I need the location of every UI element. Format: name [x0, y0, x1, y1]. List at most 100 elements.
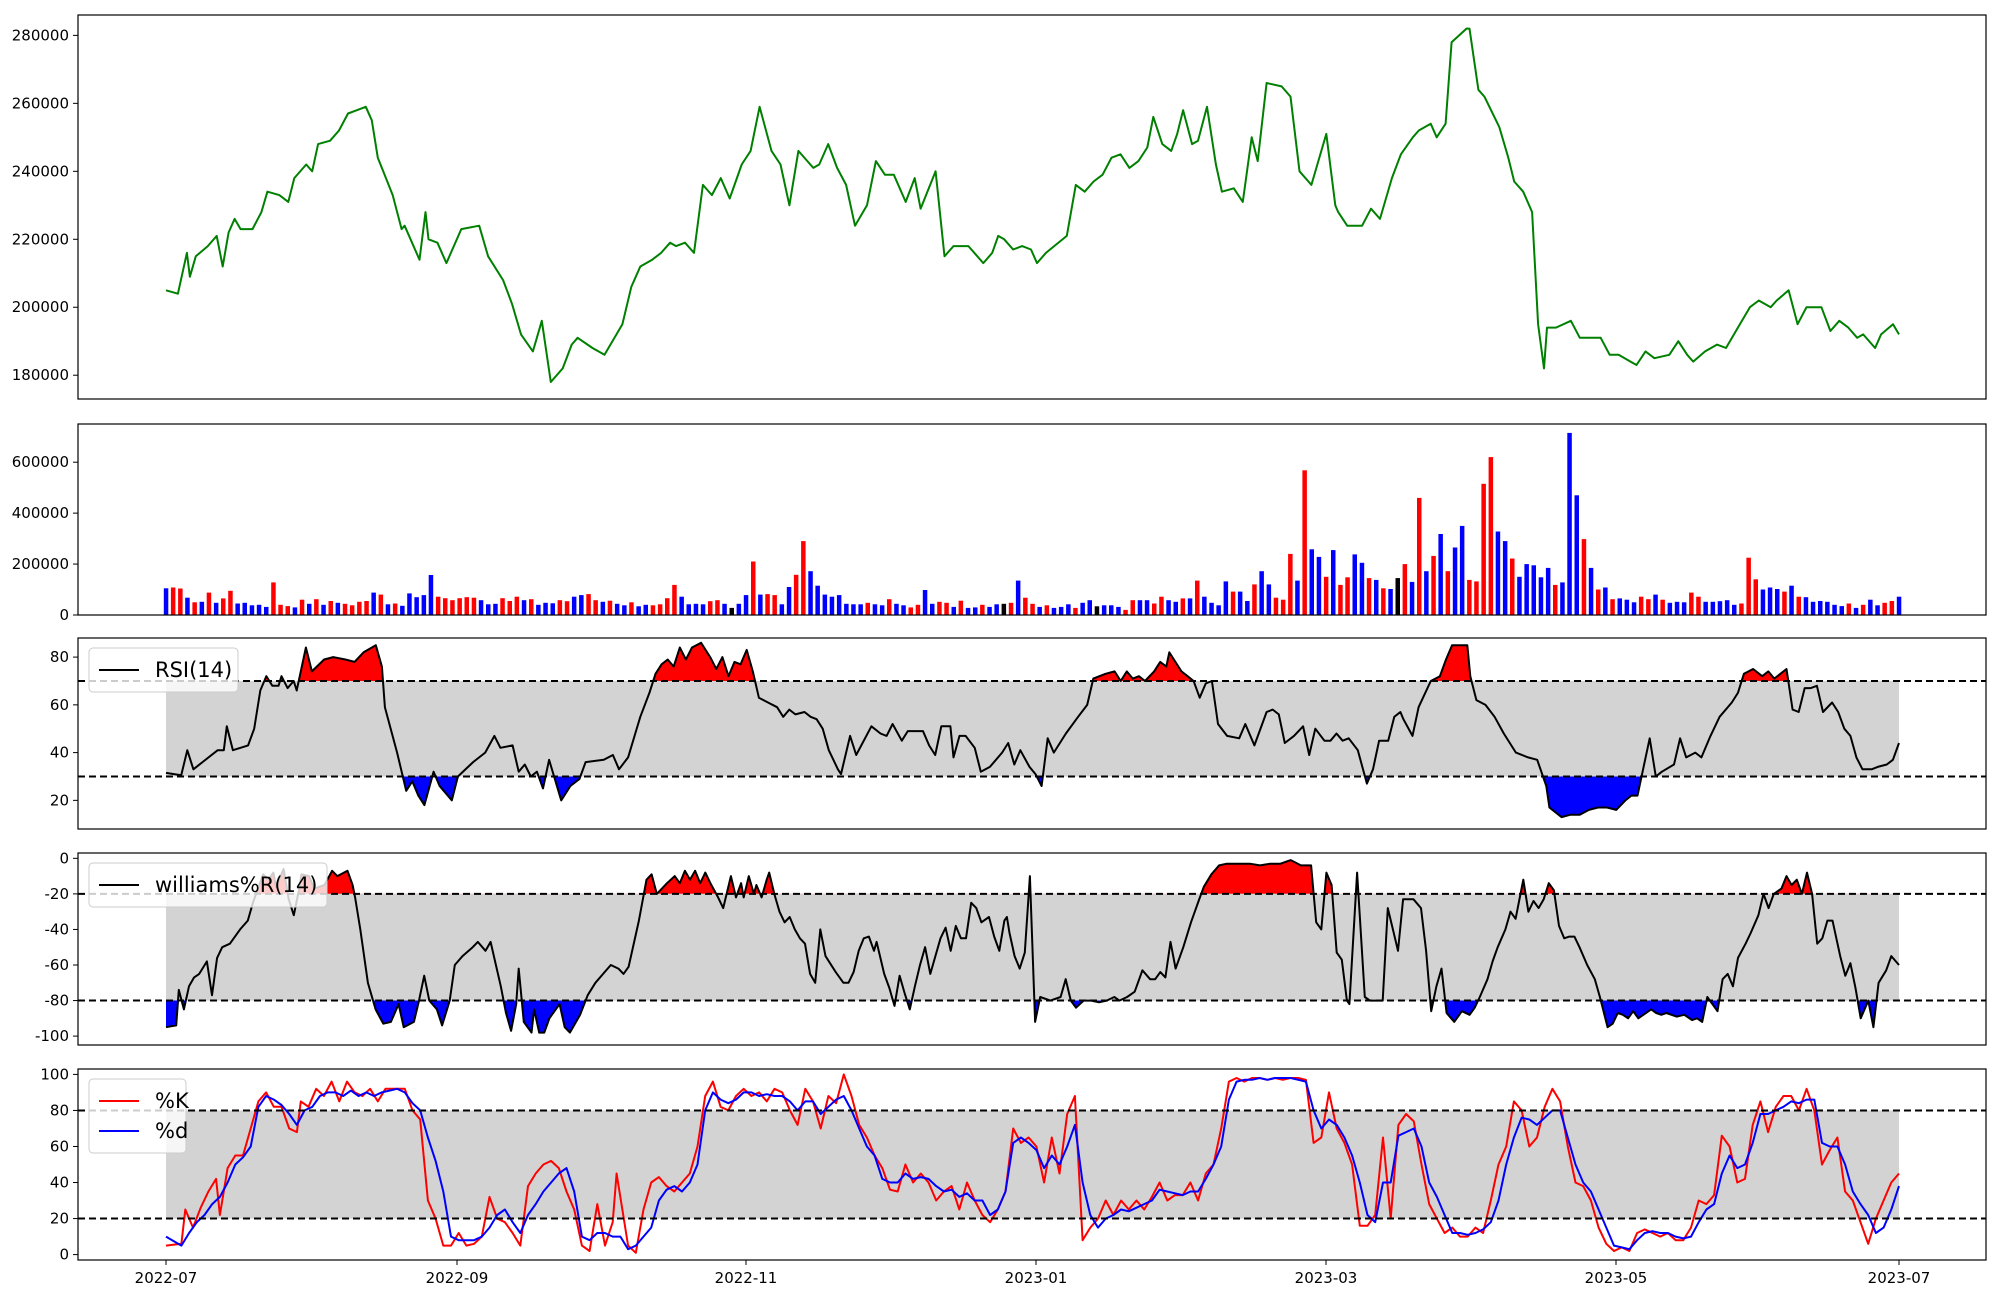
volume-bar	[665, 598, 670, 615]
volume-bar	[421, 595, 427, 615]
volume-bar	[529, 599, 534, 615]
volume-bar	[493, 603, 498, 615]
volume-bar	[1660, 599, 1665, 615]
y-tick-label: 260000	[12, 94, 69, 112]
volume-bar	[185, 597, 190, 615]
volume-bar	[1868, 599, 1873, 615]
volume-bar	[765, 594, 770, 615]
volume-bar	[450, 600, 455, 615]
volume-bar	[1803, 597, 1809, 615]
volume-bar	[751, 561, 756, 615]
volume-bar	[550, 603, 555, 615]
volume-bar	[1309, 549, 1314, 615]
volume-bar	[478, 600, 484, 615]
y-tick-label: 280000	[12, 26, 69, 44]
volume-bar	[1545, 567, 1551, 615]
volume-bar	[1302, 470, 1307, 615]
volume-bar	[1159, 596, 1164, 615]
volume-bar	[1860, 604, 1866, 615]
y-tick-label: 0	[59, 606, 69, 624]
volume-bar	[536, 604, 541, 615]
y-tick-label: -100	[35, 1027, 69, 1045]
volume-bar	[1101, 605, 1107, 615]
price-panel: 180000 200000 220000 240000 260000 280000	[12, 14, 1987, 400]
volume-bar	[887, 599, 892, 615]
volume-bar	[1266, 584, 1272, 615]
volume-bar	[1023, 597, 1028, 615]
volume-bar	[1488, 457, 1494, 615]
legend-box	[88, 862, 328, 908]
volume-bar	[844, 603, 849, 615]
volume-bar	[686, 604, 691, 615]
volume-bar	[693, 603, 699, 615]
volume-bar	[1109, 605, 1114, 615]
volume-bar	[278, 604, 283, 615]
volume-bar	[228, 590, 233, 615]
volume-bar	[779, 604, 785, 615]
volume-bar	[321, 604, 326, 615]
volume-bar	[722, 603, 727, 615]
volume-bar	[1323, 576, 1329, 615]
volume-bar	[729, 607, 734, 615]
date-axis: 2022-07 2022-09 2022-11 2023-01 2023-03 2023-…	[135, 1260, 1930, 1287]
volume-bar	[1259, 571, 1264, 615]
volume-bar	[1732, 604, 1737, 615]
volume-bar	[307, 603, 312, 615]
legend-label: RSI(14)	[155, 658, 232, 682]
volume-bar	[736, 603, 742, 615]
volume-bar	[1424, 571, 1429, 615]
y-tick-label: 0	[59, 849, 69, 867]
volume-bar	[1280, 599, 1286, 615]
y-tick-label: 80	[50, 648, 69, 666]
volume-bar	[571, 596, 577, 615]
volume-bar	[622, 605, 627, 615]
volume-bar	[1653, 594, 1658, 615]
x-tick-label: 2023-03	[1295, 1269, 1358, 1287]
volume-bar	[349, 605, 355, 615]
volume-bar	[872, 604, 878, 615]
williams-line-williamsr14	[165, 859, 1900, 1034]
volume-bar	[1152, 603, 1157, 615]
y-tick-label: 200000	[12, 298, 69, 316]
volume-bar	[865, 602, 870, 615]
volume-bar	[1130, 600, 1135, 615]
volume-bar	[428, 575, 434, 615]
volume-bar	[1524, 564, 1529, 615]
y-tick-label: 600000	[12, 453, 69, 471]
volume-bar	[650, 605, 656, 615]
y-tick-label: 180000	[12, 366, 69, 384]
volume-bar	[1818, 601, 1823, 615]
volume-bar	[1044, 605, 1050, 615]
volume-bar	[1588, 567, 1594, 615]
volume-bar	[199, 601, 205, 615]
volume-bar	[1839, 606, 1844, 615]
volume-bar	[1123, 609, 1128, 615]
volume-bar	[264, 606, 269, 615]
y-tick-label: -40	[45, 920, 70, 938]
volume-bar	[1058, 606, 1064, 615]
volume-bar	[1352, 554, 1357, 615]
volume-bar	[285, 606, 290, 615]
volume-bar	[1173, 601, 1178, 615]
volume-bar	[1237, 591, 1243, 615]
volume-bar	[973, 607, 978, 615]
volume-bar	[1782, 591, 1787, 615]
volume-bar	[879, 605, 885, 615]
y-tick-label: 0	[59, 1246, 69, 1264]
volume-bar	[1538, 577, 1544, 615]
volume-bar	[786, 587, 792, 615]
volume-bar	[1560, 582, 1565, 615]
volume-bar	[987, 606, 992, 615]
volume-bar	[486, 604, 491, 615]
volume-bar	[1366, 578, 1372, 615]
volume-bar	[1853, 607, 1859, 615]
axes-frame	[77, 14, 1987, 400]
volume-bar	[314, 599, 319, 615]
volume-bar	[1674, 601, 1680, 615]
rsi-panel: 20 40 60 80 RSI(14)	[50, 637, 1987, 830]
volume-bar	[930, 603, 935, 615]
volume-bar	[1051, 607, 1057, 615]
volume-bar	[1775, 589, 1780, 615]
volume-bar	[471, 597, 477, 615]
volume-bar	[414, 597, 419, 615]
